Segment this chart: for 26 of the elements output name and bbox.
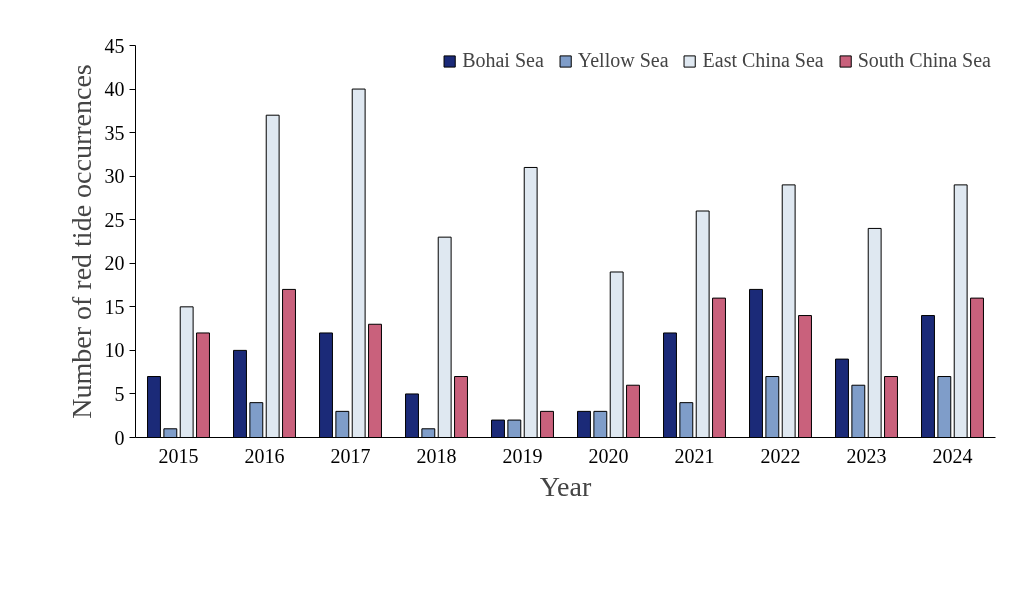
legend-label: Yellow Sea [577,49,669,72]
y-tick-label: 20 [104,252,125,275]
y-tick-label: 40 [104,78,125,101]
legend-label: East China Sea [702,49,824,72]
x-tick-label: 2017 [330,444,371,467]
x-tick-label: 2024 [932,444,973,467]
x-tick-label: 2023 [846,444,887,467]
x-axis-title: Year [539,470,592,502]
x-tick-label: 2020 [588,444,629,467]
x-tick-label: 2016 [244,444,285,467]
x-tick-label: 2015 [158,444,199,467]
x-tick-label: 2021 [674,444,715,467]
y-tick-label: 0 [114,426,125,449]
y-tick-label: 30 [104,165,125,188]
x-tick-label: 2019 [502,444,543,467]
y-tick-label: 35 [104,121,125,144]
y-tick-label: 10 [104,339,125,362]
x-tick-label: 2018 [416,444,457,467]
y-tick-label: 5 [114,382,125,405]
y-axis-title: Number of red tide occurrences [65,64,97,419]
y-tick-label: 25 [104,208,125,231]
y-tick-label: 15 [104,295,125,318]
legend-label: Bohai Sea [462,49,544,72]
x-tick-label: 2022 [760,444,801,467]
legend-label: South China Sea [857,49,991,72]
y-tick-label: 45 [104,34,125,57]
